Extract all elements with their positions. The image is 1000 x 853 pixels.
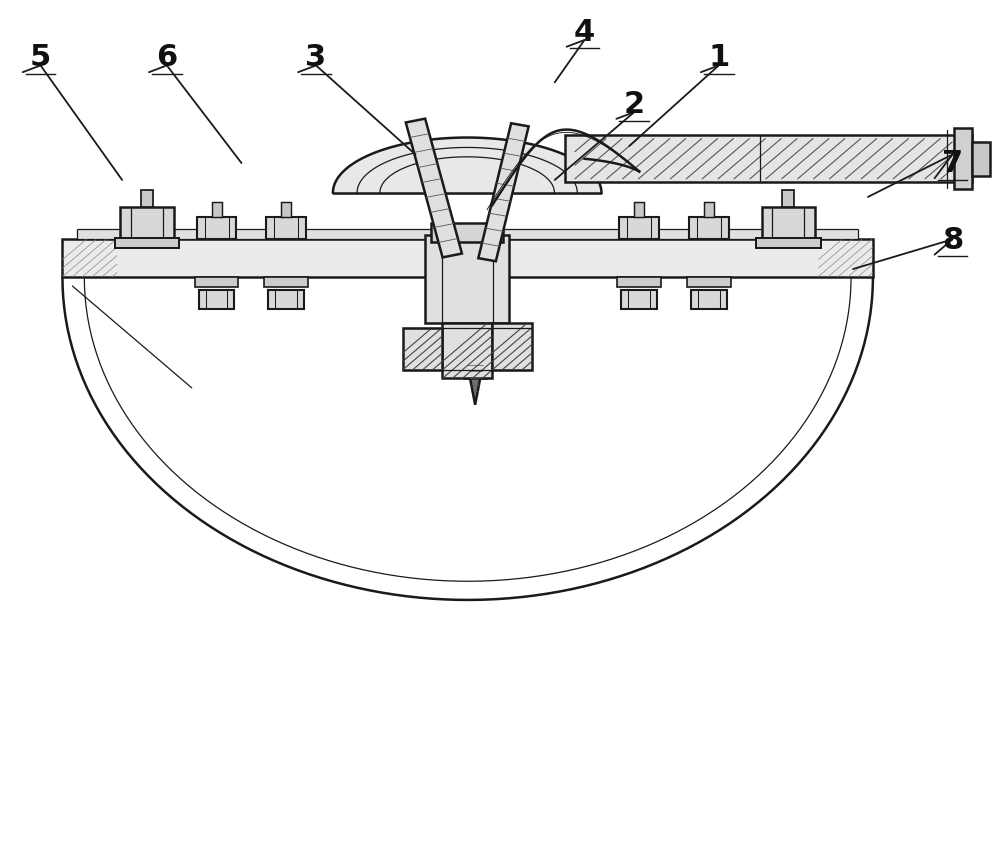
Text: 2: 2	[624, 90, 645, 119]
Bar	[264, 277, 308, 287]
Text: 8: 8	[942, 225, 963, 254]
Text: 6: 6	[156, 44, 177, 73]
Bar	[565, 136, 972, 183]
Bar	[492, 324, 532, 370]
Bar	[972, 142, 990, 177]
Text: 5: 5	[30, 44, 51, 73]
Text: 1: 1	[708, 44, 729, 73]
Bar	[120, 208, 174, 238]
Polygon shape	[333, 138, 601, 194]
Bar	[782, 191, 794, 208]
Bar	[704, 203, 714, 218]
Bar	[281, 203, 291, 218]
Text: 7: 7	[942, 149, 963, 178]
Bar	[195, 277, 238, 287]
Bar	[691, 291, 727, 310]
Bar	[141, 191, 153, 208]
Bar	[266, 218, 306, 240]
Bar	[756, 238, 821, 248]
Bar	[762, 208, 815, 238]
Text: 4: 4	[574, 18, 595, 47]
Bar	[954, 129, 972, 190]
Bar	[431, 224, 503, 242]
Text: 3: 3	[305, 44, 327, 73]
Bar	[689, 218, 729, 240]
Bar	[687, 277, 731, 287]
Bar	[199, 291, 234, 310]
Bar	[197, 218, 236, 240]
Bar	[425, 235, 509, 324]
Bar	[619, 218, 659, 240]
Polygon shape	[478, 124, 529, 262]
Bar	[62, 240, 873, 277]
Bar	[634, 203, 644, 218]
Bar	[268, 291, 304, 310]
Bar	[621, 291, 657, 310]
Polygon shape	[466, 359, 484, 405]
Bar	[442, 324, 492, 379]
Bar	[77, 230, 858, 240]
Bar	[464, 359, 486, 379]
Bar	[212, 203, 222, 218]
Bar	[617, 277, 661, 287]
Bar	[115, 238, 179, 248]
Bar	[403, 328, 442, 370]
Polygon shape	[406, 119, 462, 258]
